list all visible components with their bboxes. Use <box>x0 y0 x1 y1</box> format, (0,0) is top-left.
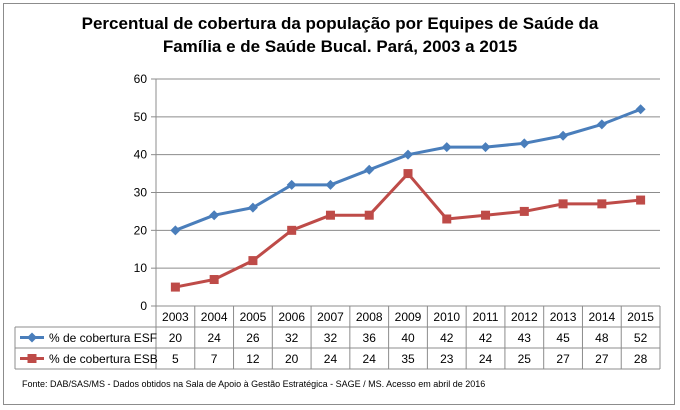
table-value: 48 <box>595 331 609 345</box>
data-point <box>480 142 491 153</box>
data-point <box>286 179 297 190</box>
data-point <box>170 282 180 292</box>
table-value: 43 <box>518 331 532 345</box>
table-value: 32 <box>285 331 299 345</box>
legend-label-2: % de cobertura ESB <box>49 352 158 366</box>
data-point <box>597 199 607 209</box>
table-value: 27 <box>556 352 570 366</box>
y-tick-label: 50 <box>134 110 148 124</box>
data-point <box>248 256 258 266</box>
data-point <box>170 225 181 236</box>
x-tick-label: 2006 <box>278 310 305 324</box>
x-tick-label: 2014 <box>588 310 615 324</box>
data-point <box>247 202 258 213</box>
chart-title-line2: Família e de Saúde Bucal. Pará, 2003 a 2… <box>162 37 518 56</box>
table-value: 28 <box>634 352 648 366</box>
legend-marker-1 <box>27 332 37 343</box>
data-point <box>325 210 335 220</box>
table-value: 24 <box>363 352 377 366</box>
table-value: 27 <box>595 352 609 366</box>
data-point <box>635 104 646 115</box>
data-point <box>364 210 374 220</box>
x-tick-label: 2010 <box>433 310 460 324</box>
data-point <box>481 210 491 220</box>
data-point <box>558 130 569 141</box>
data-point <box>519 138 530 149</box>
table-value: 24 <box>324 352 338 366</box>
x-tick-label: 2015 <box>627 310 654 324</box>
x-tick-label: 2012 <box>511 310 538 324</box>
table-value: 7 <box>211 352 218 366</box>
x-tick-label: 2007 <box>317 310 344 324</box>
table-value: 52 <box>634 331 648 345</box>
data-point <box>325 179 336 190</box>
y-tick-label: 0 <box>140 299 147 313</box>
x-tick-label: 2009 <box>395 310 422 324</box>
table-value: 40 <box>401 331 415 345</box>
data-point <box>403 149 413 160</box>
source-note: Fonte: DAB/SAS/MS - Dados obtidos na Sal… <box>22 379 486 389</box>
x-tick-label: 2005 <box>240 310 267 324</box>
table-value: 25 <box>518 352 532 366</box>
data-point <box>442 214 452 224</box>
x-tick-label: 2013 <box>550 310 577 324</box>
table-value: 23 <box>440 352 454 366</box>
table-value: 26 <box>246 331 260 345</box>
table-value: 20 <box>285 352 299 366</box>
legend-marker-2 <box>27 354 37 363</box>
data-point <box>403 169 413 179</box>
table-value: 36 <box>363 331 377 345</box>
data-point <box>209 210 220 221</box>
table-value: 45 <box>556 331 570 345</box>
x-tick-label: 2008 <box>356 310 383 324</box>
data-point <box>636 195 646 205</box>
table-value: 24 <box>207 331 221 345</box>
y-tick-label: 20 <box>134 223 148 237</box>
table-value: 35 <box>401 352 415 366</box>
x-tick-label: 2004 <box>201 310 228 324</box>
table-value: 20 <box>169 331 183 345</box>
table-value: 5 <box>172 352 179 366</box>
table-value: 32 <box>324 331 338 345</box>
data-point <box>209 275 219 285</box>
data-point <box>441 142 452 153</box>
data-point <box>558 199 568 209</box>
y-tick-label: 30 <box>134 186 148 200</box>
table-value: 42 <box>479 331 493 345</box>
y-tick-label: 40 <box>134 148 148 162</box>
y-tick-label: 60 <box>134 72 148 86</box>
data-point <box>596 119 607 130</box>
table-value: 42 <box>440 331 454 345</box>
data-point <box>364 164 375 175</box>
y-tick-label: 10 <box>134 261 148 275</box>
chart-title-line1: Percentual de cobertura da população por… <box>81 14 599 33</box>
table-value: 12 <box>246 352 260 366</box>
data-point <box>519 206 529 216</box>
x-tick-label: 2011 <box>473 310 499 324</box>
legend-label-1: % de cobertura ESF <box>49 331 157 345</box>
data-point <box>287 225 297 235</box>
table-value: 24 <box>479 352 493 366</box>
x-tick-label: 2003 <box>162 310 189 324</box>
